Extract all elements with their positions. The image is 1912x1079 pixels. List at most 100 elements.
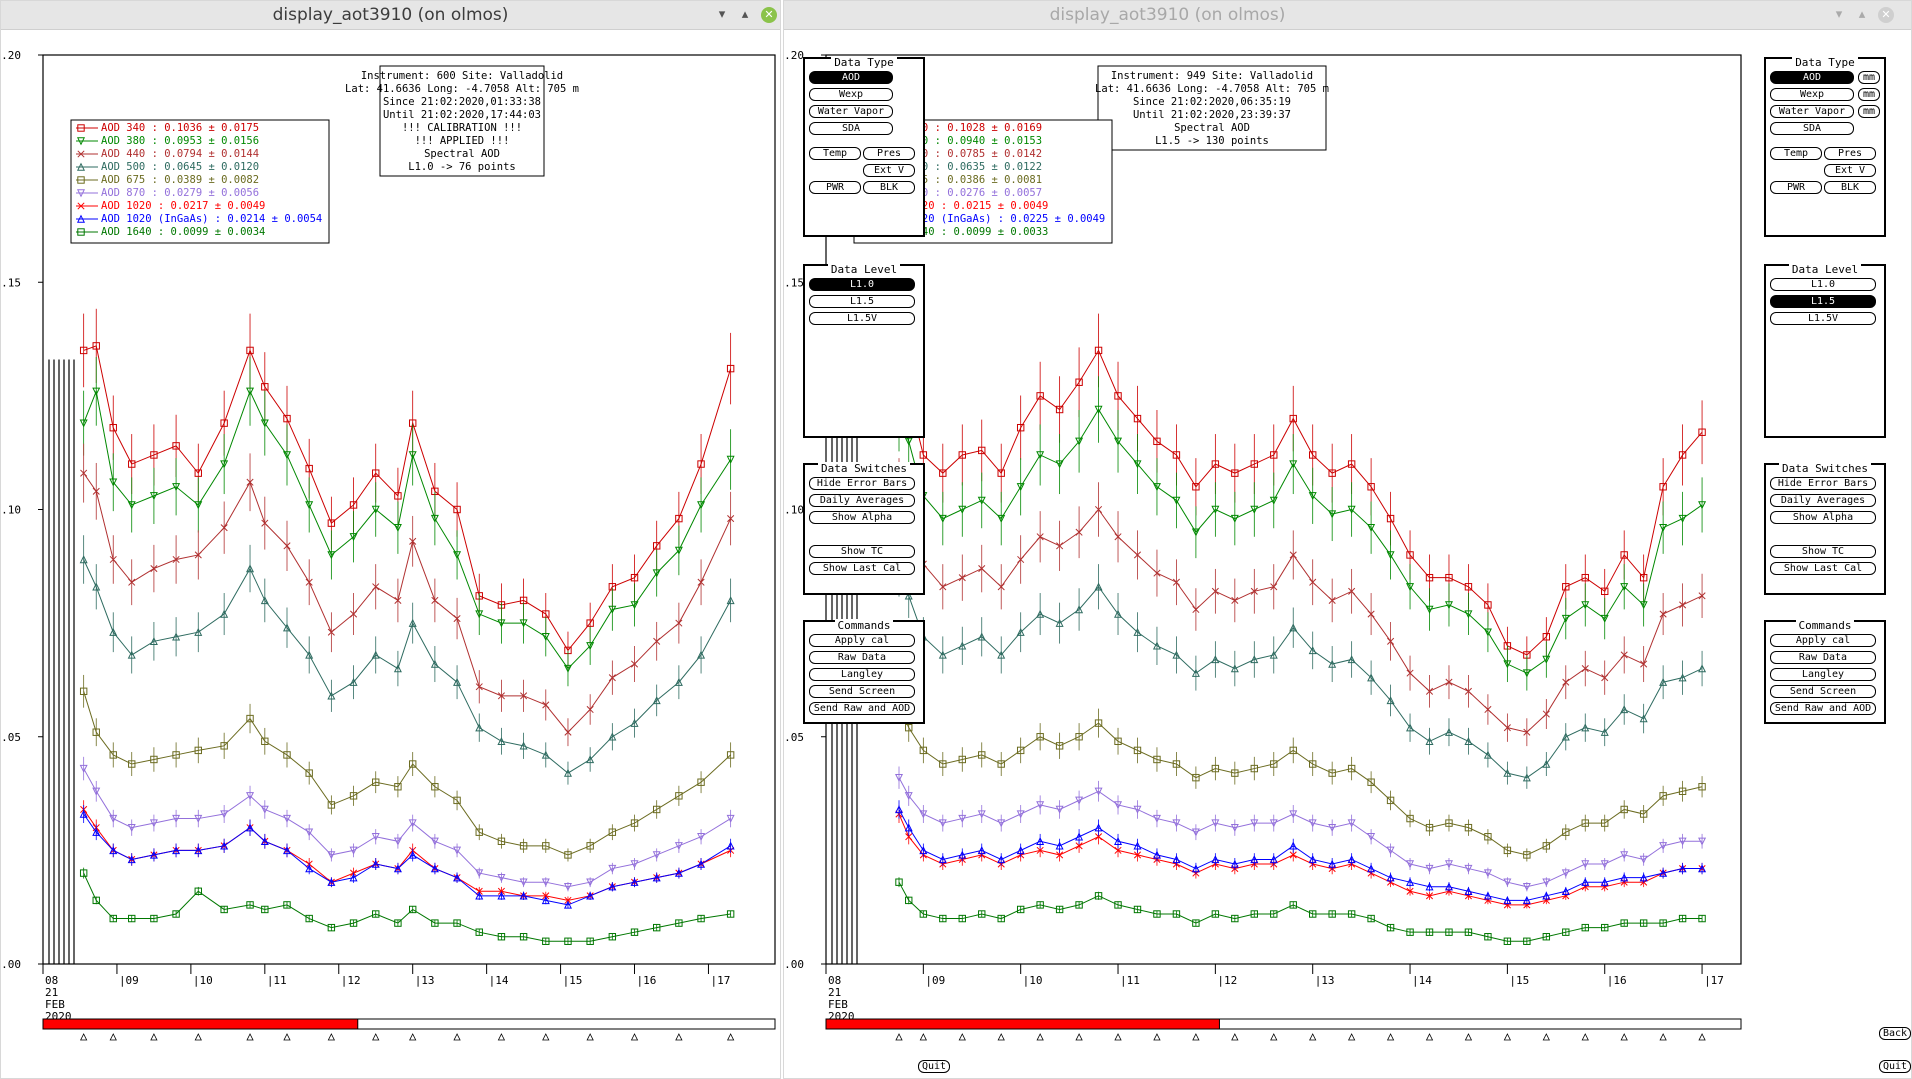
show-alpha-button[interactable]: Show Alpha	[809, 511, 915, 524]
triangle-up-marker	[541, 750, 550, 759]
x-marker	[1114, 846, 1122, 854]
triangle-down-marker	[697, 501, 706, 510]
wexp-button[interactable]: Wexp	[1770, 88, 1854, 101]
aod-button[interactable]: AOD	[809, 71, 893, 84]
square-marker	[1464, 928, 1473, 936]
send-screen-button[interactable]: Send Screen	[1770, 685, 1876, 698]
x-marker	[1348, 587, 1356, 595]
hide-error-bars-button[interactable]: Hide Error Bars	[809, 477, 915, 490]
close-icon[interactable]: ✕	[1878, 7, 1894, 23]
level-l10-button[interactable]: L1.0	[809, 278, 915, 291]
show-last-cal-button[interactable]: Show Last Cal	[809, 562, 915, 575]
pres-button[interactable]: Pres	[863, 147, 915, 160]
aod-button[interactable]: AOD	[1770, 71, 1854, 84]
right-back-button[interactable]: Back	[1879, 1027, 1911, 1040]
mm-button[interactable]: mm	[1858, 105, 1880, 118]
ext-v-button[interactable]: Ext V	[1824, 164, 1876, 177]
square-marker	[608, 828, 617, 836]
level-l15-button[interactable]: L1.5	[1770, 295, 1876, 308]
send-raw-aod-button[interactable]: Send Raw and AOD	[809, 702, 915, 715]
send-raw-aod-button[interactable]: Send Raw and AOD	[1770, 702, 1876, 715]
square-marker	[519, 842, 528, 850]
square-marker	[1425, 823, 1434, 832]
triangle-down-marker	[282, 451, 292, 460]
triangle-up-marker	[1386, 696, 1395, 705]
triangle-down-marker	[127, 501, 136, 510]
right-quit-button[interactable]: Quit	[1879, 1060, 1911, 1073]
x-marker	[1620, 651, 1628, 659]
triangle-up-marker	[246, 823, 255, 832]
info-line: L1.0 -> 76 points	[408, 161, 515, 173]
x-marker	[1133, 551, 1142, 559]
level-l15-button[interactable]: L1.5	[809, 295, 915, 308]
show-alpha-button[interactable]: Show Alpha	[1770, 511, 1876, 524]
time-marker-icon	[1464, 1033, 1473, 1041]
temp-button[interactable]: Temp	[1770, 147, 1822, 160]
info-line: Lat: 41.6636 Long: -4.7058 Alt: 705 m	[345, 83, 579, 95]
langley-button[interactable]: Langley	[1770, 668, 1876, 681]
show-tc-button[interactable]: Show TC	[1770, 545, 1876, 558]
water-vapor-button[interactable]: Water Vapor	[1770, 105, 1854, 118]
triangle-down-marker	[1464, 610, 1473, 619]
series-line	[898, 813, 1703, 906]
raw-data-button[interactable]: Raw Data	[809, 651, 915, 664]
square-marker	[109, 914, 117, 923]
maximize-icon[interactable]: ▴	[1858, 7, 1866, 22]
blk-button[interactable]: BLK	[863, 181, 915, 194]
triangle-down-marker	[408, 451, 417, 460]
mm-button[interactable]: mm	[1858, 71, 1880, 84]
left-titlebar[interactable]: display_aot3910 (on olmos) ▾ ▴ ✕	[1, 1, 780, 30]
level-l10-button[interactable]: L1.0	[1770, 278, 1876, 291]
x-tick-label: |10	[1023, 974, 1043, 987]
x-marker	[1075, 528, 1083, 536]
hide-error-bars-button[interactable]: Hide Error Bars	[1770, 477, 1876, 490]
triangle-down-marker	[674, 546, 683, 555]
level-l15v-button[interactable]: L1.5V	[809, 312, 915, 325]
left-quit-button[interactable]: Quit	[918, 1060, 950, 1073]
square-marker	[1425, 928, 1434, 936]
mm-button[interactable]: mm	[1858, 88, 1880, 101]
x-marker	[77, 202, 85, 210]
square-marker	[475, 928, 483, 936]
triangle-down-marker	[453, 846, 462, 855]
water-vapor-button[interactable]: Water Vapor	[809, 105, 893, 118]
pres-button[interactable]: Pres	[1824, 147, 1876, 160]
send-screen-button[interactable]: Send Screen	[809, 685, 915, 698]
square-marker	[79, 346, 88, 355]
pwr-button[interactable]: PWR	[1770, 181, 1822, 194]
left-aod-chart: 0.20 0.15 0.10 0.05 0.00 08 |09 |10 |11 |12 |13 |14…	[1, 49, 776, 1041]
date-label: 21	[828, 986, 841, 999]
temp-button[interactable]: Temp	[809, 147, 861, 160]
apply-cal-button[interactable]: Apply cal	[809, 634, 915, 647]
daily-averages-button[interactable]: Daily Averages	[809, 494, 915, 507]
square-marker	[1075, 901, 1083, 909]
maximize-icon[interactable]: ▴	[741, 7, 749, 22]
triangle-down-marker	[220, 460, 229, 469]
triangle-up-marker	[1347, 655, 1356, 664]
wexp-button[interactable]: Wexp	[809, 88, 893, 101]
minimize-icon[interactable]: ▾	[1835, 7, 1843, 22]
triangle-down-marker	[1114, 437, 1123, 446]
daily-averages-button[interactable]: Daily Averages	[1770, 494, 1876, 507]
pwr-button[interactable]: PWR	[809, 181, 861, 194]
sda-button[interactable]: SDA	[809, 122, 893, 135]
level-l15v-button[interactable]: L1.5V	[1770, 312, 1876, 325]
raw-data-button[interactable]: Raw Data	[1770, 651, 1876, 664]
langley-button[interactable]: Langley	[809, 668, 915, 681]
ext-v-button[interactable]: Ext V	[863, 164, 915, 177]
square-marker	[1581, 573, 1589, 582]
minimize-icon[interactable]: ▾	[718, 7, 726, 22]
series-line	[898, 881, 1703, 942]
triangle-down-marker	[109, 814, 118, 823]
triangle-up-marker	[194, 627, 203, 636]
apply-cal-button[interactable]: Apply cal	[1770, 634, 1876, 647]
close-icon[interactable]: ✕	[761, 7, 777, 23]
sda-button[interactable]: SDA	[1770, 122, 1854, 135]
x-marker	[1464, 687, 1473, 695]
triangle-down-marker	[519, 619, 528, 628]
triangle-down-marker	[1055, 460, 1064, 469]
show-last-cal-button[interactable]: Show Last Cal	[1770, 562, 1876, 575]
blk-button[interactable]: BLK	[1824, 181, 1876, 194]
right-titlebar[interactable]: display_aot3910 (on olmos) ▾ ▴ ✕	[784, 1, 1911, 30]
show-tc-button[interactable]: Show TC	[809, 545, 915, 558]
